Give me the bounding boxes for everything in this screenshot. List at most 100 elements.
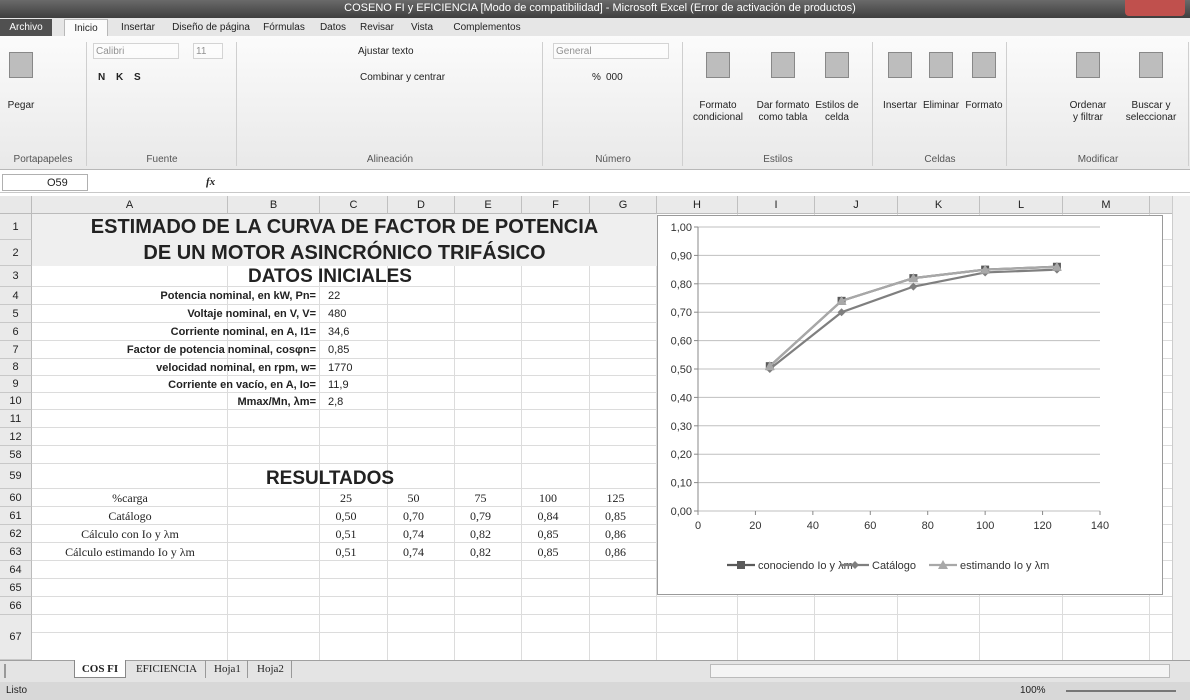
- result-cell: 25: [340, 491, 352, 505]
- ribbon-icon[interactable]: [1139, 52, 1163, 78]
- ribbon-control-label: y filtrar: [1073, 112, 1103, 123]
- ribbon-control-label[interactable]: Combinar y centrar: [360, 72, 446, 83]
- column-header[interactable]: D: [388, 196, 455, 214]
- row-header[interactable]: 62: [0, 525, 32, 543]
- sheet-tab[interactable]: Hoja2: [250, 660, 292, 678]
- ribbon-icon[interactable]: [825, 52, 849, 78]
- row-header[interactable]: 65: [0, 579, 32, 597]
- name-box[interactable]: O59: [2, 174, 88, 191]
- ribbon-control-label[interactable]: K: [116, 72, 124, 83]
- ribbon-tab[interactable]: Datos: [319, 22, 347, 33]
- result-cell: Catálogo: [108, 509, 152, 523]
- sheet-heading: DE UN MOTOR ASINCRÓNICO TRIFÁSICO: [143, 242, 546, 264]
- ribbon-control-label[interactable]: Estilos de: [815, 100, 859, 111]
- ribbon-control-label[interactable]: Ordenar: [1069, 100, 1107, 111]
- column-header[interactable]: B: [228, 196, 320, 214]
- row-header[interactable]: 10: [0, 393, 32, 410]
- zoom-slider[interactable]: [1066, 690, 1176, 692]
- dropdown[interactable]: [193, 43, 223, 59]
- ribbon-tab[interactable]: Vista: [410, 22, 434, 33]
- row-header[interactable]: 11: [0, 410, 32, 428]
- row-header[interactable]: 2: [0, 240, 32, 266]
- row-header[interactable]: 67: [0, 615, 32, 660]
- data-value: 11,9: [328, 379, 349, 391]
- data-label: Corriente nominal, en A, I1=: [170, 326, 316, 338]
- row-header[interactable]: 58: [0, 446, 32, 464]
- ribbon-control-label[interactable]: N: [98, 72, 106, 83]
- row-header[interactable]: 63: [0, 543, 32, 561]
- row-header[interactable]: 7: [0, 341, 32, 359]
- ribbon-tab[interactable]: Revisar: [360, 22, 394, 33]
- column-header[interactable]: F: [522, 196, 590, 214]
- ribbon-tab[interactable]: Diseño de página: [172, 22, 250, 33]
- y-tick-label: 0,30: [671, 421, 692, 433]
- ribbon-control-label[interactable]: Dar formato: [756, 100, 810, 111]
- column-header[interactable]: I: [738, 196, 815, 214]
- ribbon-control-label[interactable]: S: [134, 72, 141, 83]
- column-header-rest: [1150, 196, 1172, 214]
- tab-nav[interactable]: [4, 664, 70, 678]
- data-point: [764, 361, 775, 371]
- ribbon-icon[interactable]: [972, 52, 996, 78]
- ribbon-icon[interactable]: [929, 52, 953, 78]
- column-header[interactable]: L: [980, 196, 1063, 214]
- row-header[interactable]: 3: [0, 266, 32, 287]
- ribbon-group-label: Alineación: [366, 154, 414, 165]
- ribbon-tab[interactable]: Insertar: [121, 22, 155, 33]
- row-header[interactable]: 61: [0, 507, 32, 525]
- ribbon-tab[interactable]: Archivo: [0, 19, 52, 36]
- sheet-tab[interactable]: COS FI: [74, 660, 126, 678]
- row-header[interactable]: 6: [0, 323, 32, 341]
- row-header[interactable]: 60: [0, 489, 32, 507]
- row-header[interactable]: 12: [0, 428, 32, 446]
- sheet-tab[interactable]: Hoja1: [208, 660, 248, 678]
- column-header[interactable]: E: [455, 196, 522, 214]
- ribbon-icon[interactable]: [771, 52, 795, 78]
- ribbon-control-label[interactable]: Insertar: [883, 100, 917, 111]
- ribbon-control-label[interactable]: Buscar y: [1131, 100, 1171, 111]
- column-header[interactable]: G: [590, 196, 657, 214]
- row-header[interactable]: 4: [0, 287, 32, 305]
- result-cell: 0,85: [537, 545, 559, 559]
- column-header[interactable]: J: [815, 196, 898, 214]
- ribbon-control-label[interactable]: %: [592, 72, 601, 83]
- ribbon-icon[interactable]: [888, 52, 912, 78]
- dropdown[interactable]: [93, 43, 179, 59]
- column-header[interactable]: H: [657, 196, 738, 214]
- ribbon-tab[interactable]: Complementos: [453, 22, 521, 33]
- ribbon-control-label[interactable]: 000: [606, 72, 623, 83]
- ribbon-control-label[interactable]: Formato: [965, 100, 1003, 111]
- ribbon-icon[interactable]: [1076, 52, 1100, 78]
- result-cell: 0,74: [403, 527, 424, 541]
- row-header[interactable]: 59: [0, 464, 32, 489]
- row-header[interactable]: 5: [0, 305, 32, 323]
- close-button[interactable]: [1125, 0, 1185, 16]
- ribbon-control-label[interactable]: Eliminar: [922, 100, 960, 111]
- ribbon-tab[interactable]: Inicio: [64, 19, 108, 36]
- row-header[interactable]: 66: [0, 597, 32, 615]
- row-header[interactable]: 1: [0, 214, 32, 240]
- select-all[interactable]: [0, 196, 32, 214]
- ribbon-icon[interactable]: [9, 52, 33, 78]
- column-header[interactable]: K: [898, 196, 980, 214]
- row-gridline: [32, 488, 1172, 489]
- row-header[interactable]: 64: [0, 561, 32, 579]
- column-header[interactable]: M: [1063, 196, 1150, 214]
- ribbon-control-label[interactable]: Ajustar texto: [358, 46, 414, 57]
- data-label: Corriente en vacío, en A, Io=: [168, 379, 316, 391]
- row-header[interactable]: 8: [0, 359, 32, 376]
- ribbon-tab[interactable]: Fórmulas: [263, 22, 305, 33]
- ribbon-icon[interactable]: [706, 52, 730, 78]
- vertical-scrollbar[interactable]: [1172, 196, 1190, 660]
- row-header[interactable]: 9: [0, 376, 32, 393]
- column-header[interactable]: C: [320, 196, 388, 214]
- ribbon-control-label[interactable]: Formato: [699, 100, 737, 111]
- ribbon-group-label: Portapapeles: [13, 154, 73, 165]
- sheet-tab[interactable]: EFICIENCIA: [128, 660, 206, 678]
- dropdown[interactable]: [553, 43, 669, 59]
- group-separator: [542, 42, 543, 166]
- ribbon-control-label[interactable]: Pegar: [7, 100, 35, 111]
- column-header[interactable]: A: [32, 196, 228, 214]
- horizontal-scrollbar[interactable]: [710, 664, 1170, 678]
- data-label: Factor de potencia nominal, cosφn=: [126, 344, 316, 356]
